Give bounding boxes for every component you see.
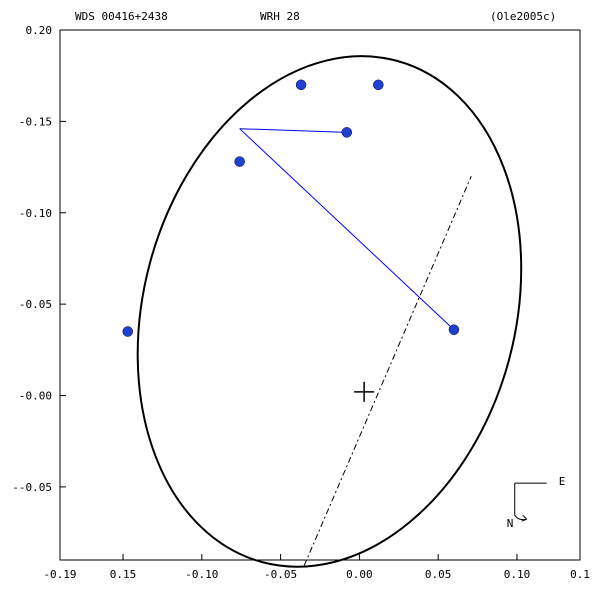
orbit-chart: WDS 00416+2438 WRH 28 (Ole2005c) -0.19 0.15 -…	[0, 0, 600, 600]
svg-text:0.15: 0.15	[110, 568, 137, 581]
svg-text:-0.05: -0.05	[264, 568, 297, 581]
svg-text:-0.00: -0.00	[19, 390, 52, 403]
svg-text:-0.15: -0.15	[19, 115, 52, 128]
svg-text:-0.10: -0.10	[185, 568, 218, 581]
svg-text:-0.05: -0.05	[19, 298, 52, 311]
svg-text:--0.05: --0.05	[12, 481, 52, 494]
svg-text:0.20: 0.20	[26, 24, 53, 37]
chart-svg: WDS 00416+2438 WRH 28 (Ole2005c) -0.19 0.15 -…	[0, 0, 600, 600]
svg-text:0.10: 0.10	[504, 568, 531, 581]
svg-text:E: E	[559, 475, 566, 488]
svg-text:(Ole2005c): (Ole2005c)	[490, 10, 556, 23]
svg-text:-0.19: -0.19	[43, 568, 76, 581]
svg-text:0.05: 0.05	[425, 568, 452, 581]
svg-text:WRH 28: WRH 28	[260, 10, 300, 23]
svg-text:-0.10: -0.10	[19, 207, 52, 220]
svg-text:WDS 00416+2438: WDS 00416+2438	[75, 10, 168, 23]
svg-text:N: N	[507, 517, 514, 530]
svg-text:0.1: 0.1	[570, 568, 590, 581]
svg-text:0.00: 0.00	[346, 568, 373, 581]
